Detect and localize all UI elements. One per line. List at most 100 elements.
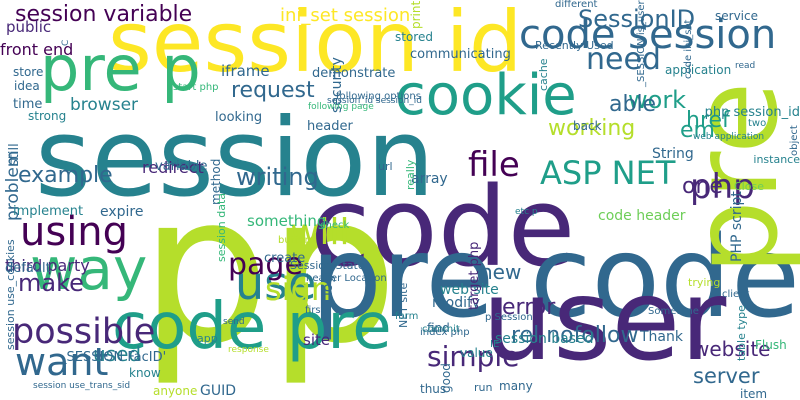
- cloud-word: example: [18, 163, 113, 188]
- cloud-word: start php: [173, 82, 219, 93]
- cloud-word: IE: [490, 339, 500, 350]
- cloud-word: client: [722, 289, 750, 300]
- cloud-word: _SESSION is_user: [636, 0, 647, 87]
- cloud-word: instance: [753, 153, 800, 166]
- cloud-word: Thank: [640, 329, 683, 345]
- cloud-word: cookie: [395, 63, 577, 128]
- cloud-word: header Location: [306, 273, 387, 284]
- cloud-word: good: [439, 363, 453, 393]
- cloud-word: still: [7, 143, 22, 166]
- cloud-word: index php: [420, 327, 470, 338]
- cloud-word: etc p: [515, 207, 538, 217]
- cloud-word: default: [5, 261, 51, 276]
- cloud-word: form: [395, 311, 419, 322]
- cloud-word: session use_cookies: [4, 239, 17, 350]
- cloud-word: table type: [735, 305, 748, 361]
- cloud-word: rel nofollow: [511, 323, 639, 348]
- cloud-word: idea: [14, 79, 40, 93]
- cloud-word: stored: [395, 30, 433, 44]
- cloud-word: session based: [495, 331, 594, 347]
- cloud-word: Sometime: [648, 306, 699, 317]
- cloud-word: third party: [5, 256, 90, 275]
- cloud-word: item: [740, 387, 768, 400]
- cloud-word: send: [223, 317, 245, 327]
- cloud-word: application: [665, 63, 732, 77]
- cloud-word: sign: [265, 270, 332, 308]
- cloud-word: run: [474, 381, 493, 394]
- cloud-word: server: [693, 364, 760, 388]
- cloud-word: pre p: [40, 32, 201, 105]
- cloud-word: file: [468, 145, 520, 185]
- cloud-word: session: [35, 96, 435, 221]
- cloud-word: many: [499, 379, 533, 393]
- cloud-word: p: [140, 151, 271, 389]
- cloud-word: read: [735, 61, 756, 71]
- cloud-word: page: [228, 247, 303, 282]
- cloud-word: em: [680, 118, 715, 143]
- cloud-word: new: [480, 260, 522, 284]
- cloud-word: php session_id: [704, 105, 800, 120]
- cloud-word: web site: [440, 282, 499, 298]
- cloud-word: session id: [108, 0, 523, 91]
- cloud-word: error: [502, 295, 556, 320]
- cloud-word: GUID: [200, 383, 237, 399]
- cloud-word: request: [231, 78, 315, 103]
- cloud-word: two: [748, 118, 767, 129]
- cloud-word: thus: [420, 382, 447, 396]
- cloud-word: pre code: [310, 213, 800, 343]
- cloud-word: app: [197, 332, 218, 345]
- cloud-word: working: [548, 116, 636, 141]
- cloud-word: iframe: [221, 62, 270, 80]
- cloud-word: able: [609, 92, 657, 117]
- cloud-word: used: [93, 342, 142, 366]
- cloud-word: ini_set session: [280, 5, 411, 26]
- cloud-word: looking: [215, 110, 263, 125]
- cloud-word: work: [628, 86, 687, 114]
- cloud-word: href: [686, 108, 730, 133]
- cloud-word: commit: [422, 324, 460, 335]
- cloud-word: object: [789, 125, 800, 156]
- cloud-word: front end: [0, 40, 74, 59]
- cloud-word: following options: [336, 91, 421, 102]
- cloud-word: browser: [70, 95, 139, 115]
- cloud-word: p: [268, 151, 399, 389]
- cloud-word: really: [404, 159, 417, 190]
- cloud-word: use: [235, 256, 317, 310]
- cloud-word: code: [310, 163, 576, 291]
- cloud-word: modify: [432, 295, 480, 311]
- cloud-word: C: [61, 39, 71, 46]
- cloud-word: anyone: [153, 384, 198, 398]
- cloud-word: implement: [13, 204, 84, 219]
- cloud-word: store: [13, 65, 44, 79]
- cloud-word: session data: [215, 193, 228, 262]
- cloud-word: find: [427, 321, 450, 335]
- cloud-word: _SESSION FacID': [60, 350, 167, 365]
- cloud-word: code ini_set: [683, 19, 694, 79]
- cloud-word: writing: [236, 163, 319, 191]
- cloud-word: communicating: [410, 47, 511, 62]
- cloud-word: site: [303, 331, 331, 349]
- cloud-word: check: [320, 220, 350, 231]
- cloud-word: php: [690, 167, 755, 207]
- cloud-word: need: [586, 42, 661, 77]
- cloud-word: code pre: [112, 290, 392, 364]
- cloud-word: time: [13, 97, 43, 112]
- cloud-word: Close: [734, 180, 764, 193]
- cloud-word: Session State: [290, 259, 365, 272]
- cloud-word: url: [378, 160, 393, 173]
- cloud-word: expire: [100, 204, 144, 220]
- cloud-word: redirect: [142, 158, 204, 177]
- cloud-word: first: [305, 305, 325, 316]
- cloud-word: user: [482, 256, 727, 386]
- cloud-word: p Session: [485, 312, 533, 323]
- cloud-word: web application: [693, 132, 765, 142]
- cloud-word: make: [18, 269, 84, 297]
- cloud-word: code header: [598, 208, 686, 224]
- cloud-word: strong: [28, 109, 67, 123]
- cloud-word: possible: [12, 312, 156, 352]
- cloud-word: know: [129, 366, 161, 380]
- cloud-word: way: [30, 235, 148, 303]
- cloud-word: session use_trans_sid: [33, 381, 131, 391]
- cloud-word: variable: [155, 159, 208, 174]
- cloud-word: code session: [519, 12, 777, 58]
